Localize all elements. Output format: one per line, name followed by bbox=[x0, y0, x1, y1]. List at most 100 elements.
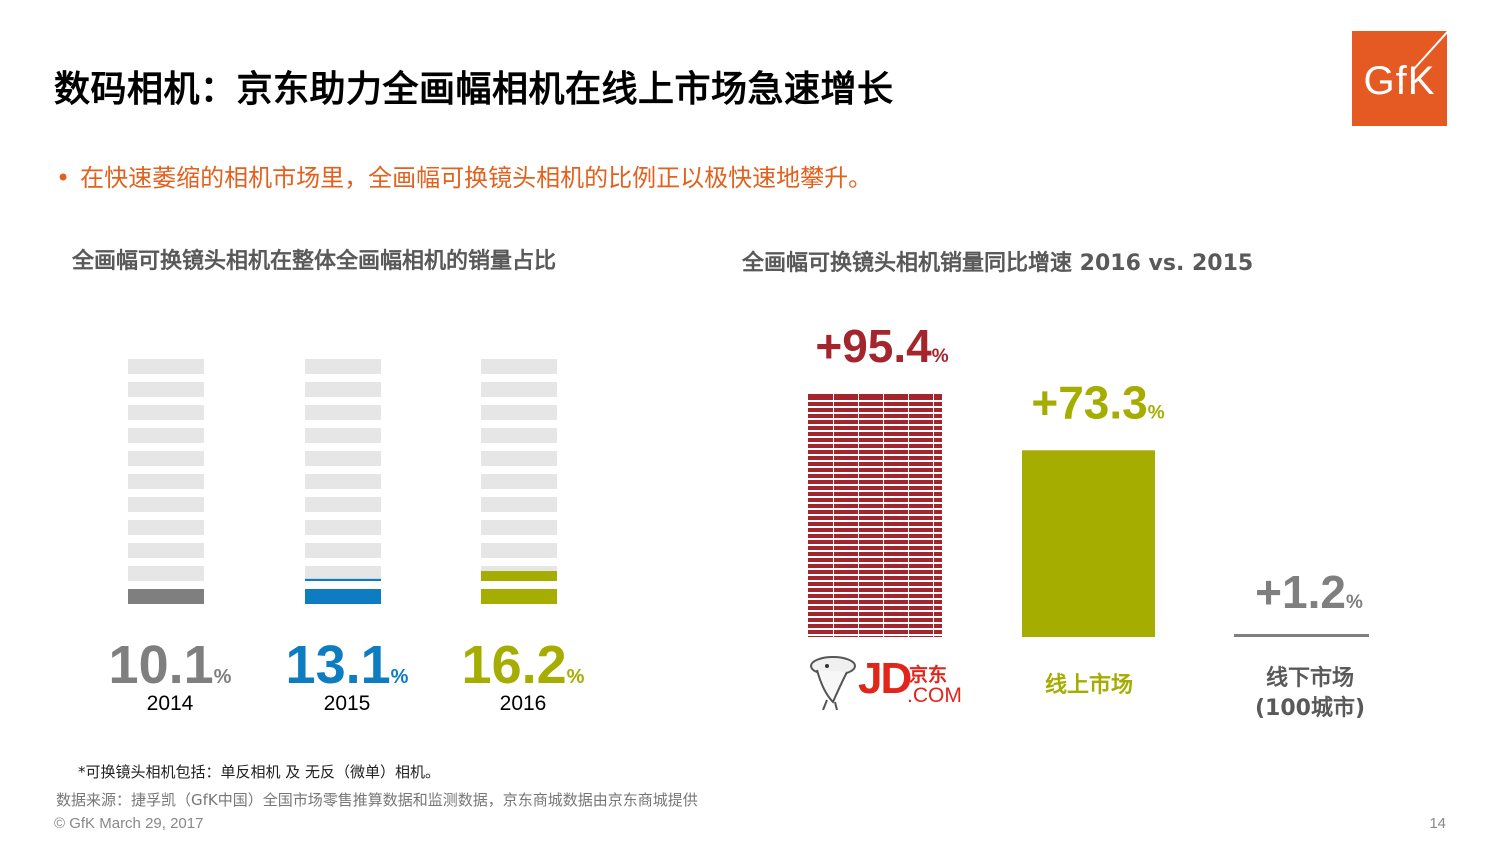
column-background-stripe bbox=[128, 359, 204, 374]
column-background-stripe bbox=[481, 405, 557, 420]
bar-stripe-line bbox=[808, 520, 942, 522]
share-fill-stripe bbox=[481, 571, 557, 581]
year-tick-label: 2015 bbox=[324, 692, 371, 715]
bar-stripe-line bbox=[808, 574, 942, 576]
online-growth-bar bbox=[1022, 450, 1155, 637]
column-background-stripe bbox=[481, 451, 557, 466]
growth-value-label: +95.4% bbox=[815, 320, 948, 372]
year-tick-label: 2016 bbox=[500, 692, 547, 715]
column-background-stripe bbox=[305, 520, 381, 535]
bar-stripe-line bbox=[808, 616, 942, 618]
growth-value-label: +1.2% bbox=[1255, 566, 1363, 618]
bar-stripe-divider bbox=[908, 394, 909, 637]
column-background-stripe bbox=[481, 382, 557, 397]
share-fill-stripe bbox=[481, 589, 557, 604]
bar-stripe-line bbox=[808, 502, 942, 504]
column-background-stripe bbox=[305, 428, 381, 443]
column-background-stripe bbox=[305, 451, 381, 466]
jd-logo-com: .COM bbox=[907, 684, 962, 707]
share-value-label: 10.1% bbox=[109, 635, 232, 695]
bar-stripe-line bbox=[808, 562, 942, 564]
bar-stripe-line bbox=[808, 406, 942, 408]
jd-logo-chinese: 京东 bbox=[909, 664, 948, 686]
bar-stripe-line bbox=[808, 400, 942, 402]
percent-unit: % bbox=[391, 666, 409, 688]
bar-stripe-line bbox=[808, 466, 942, 468]
bar-stripe-divider bbox=[933, 394, 934, 637]
column-background-stripe bbox=[305, 405, 381, 420]
percent-unit: % bbox=[1346, 592, 1363, 613]
share-column bbox=[305, 359, 381, 604]
bar-stripe-line bbox=[808, 412, 942, 414]
share-value-label: 16.2% bbox=[462, 635, 585, 695]
share-column bbox=[481, 359, 557, 604]
column-background-stripe bbox=[481, 520, 557, 535]
category-label-offline-line2: (100城市) bbox=[1254, 696, 1366, 721]
bar-stripe-line bbox=[808, 430, 942, 432]
bar-stripe-line bbox=[808, 460, 942, 462]
bar-stripe-line bbox=[808, 490, 942, 492]
bar-stripe-line bbox=[808, 568, 942, 570]
category-label-offline: 线下市场 (100城市) bbox=[1234, 664, 1386, 724]
bar-stripe-line bbox=[808, 532, 942, 534]
column-background-stripe bbox=[305, 566, 381, 581]
bar-stripe-line bbox=[808, 448, 942, 450]
bar-stripe-line bbox=[808, 418, 942, 420]
bar-stripe-line bbox=[808, 634, 942, 636]
year-tick-label: 2014 bbox=[147, 692, 194, 715]
bar-stripe-line bbox=[808, 550, 942, 552]
bar-stripe-divider bbox=[858, 394, 859, 637]
column-background-stripe bbox=[481, 428, 557, 443]
column-background-stripe bbox=[128, 405, 204, 420]
column-background-stripe bbox=[128, 566, 204, 581]
share-fill-stripe bbox=[305, 578, 381, 581]
bar-stripe-line bbox=[808, 478, 942, 480]
bar-stripe-line bbox=[808, 622, 942, 624]
key-finding: • 在快速萎缩的相机市场里，全画幅可换镜头相机的比例正以极快速地攀升。 bbox=[56, 158, 872, 193]
bar-stripe-line bbox=[808, 472, 942, 474]
column-background-stripe bbox=[305, 359, 381, 374]
bar-stripe-line bbox=[808, 442, 942, 444]
column-background-stripe bbox=[128, 451, 204, 466]
gfk-logo-text: GfK bbox=[1363, 59, 1436, 103]
bar-stripe-line bbox=[808, 454, 942, 456]
column-background-stripe bbox=[128, 497, 204, 512]
category-label-offline-line1: 线下市场 bbox=[1265, 666, 1354, 691]
column-background-stripe bbox=[128, 428, 204, 443]
left-chart-title: 全画幅可换镜头相机在整体全画幅相机的销量占比 bbox=[72, 249, 557, 274]
bar-stripe-divider bbox=[883, 394, 884, 637]
percent-unit: % bbox=[1148, 402, 1165, 423]
page-title: 数码相机：京东助力全画幅相机在线上市场急速增长 bbox=[54, 69, 894, 110]
share-fill-stripe bbox=[128, 589, 204, 604]
data-source: 数据来源：捷孚凯（GfK中国）全国市场零售推算数据和监测数据，京东商城数据由京东… bbox=[56, 791, 698, 809]
bar-stripe-line bbox=[808, 604, 942, 606]
share-column bbox=[128, 359, 204, 604]
bar-stripe-line bbox=[808, 580, 942, 582]
percent-unit: % bbox=[214, 666, 232, 688]
bar-stripe-line bbox=[808, 436, 942, 438]
bar-stripe-line bbox=[808, 496, 942, 498]
key-finding-text: 在快速萎缩的相机市场里，全画幅可换镜头相机的比例正以极快速地攀升。 bbox=[80, 164, 873, 192]
column-background-stripe bbox=[128, 474, 204, 489]
bullet-icon: • bbox=[56, 164, 71, 192]
category-label-online: 线上市场 bbox=[1044, 673, 1133, 698]
share-value-label: 13.1% bbox=[286, 635, 409, 695]
column-background-stripe bbox=[481, 359, 557, 374]
right-chart-title: 全画幅可换镜头相机销量同比增速 2016 vs. 2015 bbox=[742, 251, 1254, 276]
column-background-stripe bbox=[481, 497, 557, 512]
percent-unit: % bbox=[567, 666, 585, 688]
copyright: © GfK March 29, 2017 bbox=[54, 815, 204, 832]
column-background-stripe bbox=[305, 382, 381, 397]
jd-logo: JD 京东 .COM bbox=[803, 652, 968, 712]
bar-stripe-line bbox=[808, 586, 942, 588]
bar-stripe-line bbox=[808, 514, 942, 516]
footnote: *可换镜头相机包括：单反相机 及 无反（微单）相机。 bbox=[78, 763, 441, 781]
growth-value-label: +73.3% bbox=[1031, 376, 1164, 428]
column-background-stripe bbox=[481, 543, 557, 558]
bar-stripe-divider bbox=[833, 394, 834, 637]
jd-logo-text: JD bbox=[858, 654, 912, 703]
jd-dog-icon bbox=[810, 656, 856, 710]
bar-stripe-line bbox=[808, 592, 942, 594]
percent-unit: % bbox=[932, 346, 949, 367]
